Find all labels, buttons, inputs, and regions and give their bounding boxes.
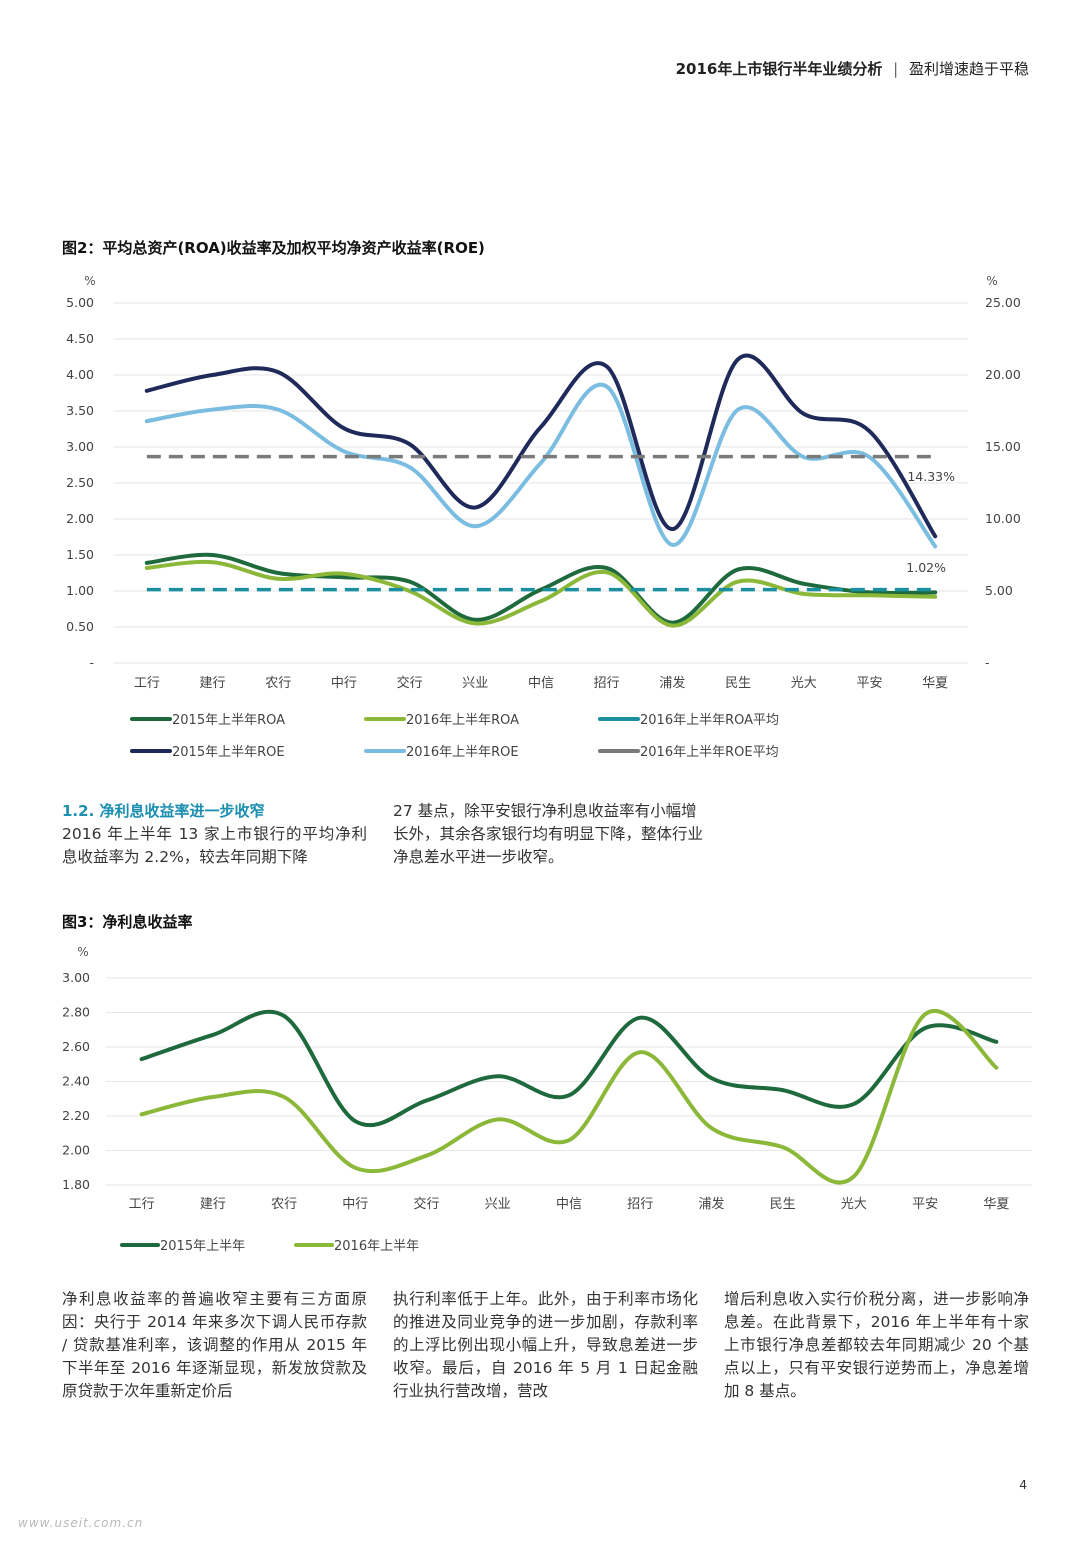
legend-label: 2016年上半年 (334, 1239, 419, 1254)
x-tick-label: 招行 (627, 1197, 653, 1212)
x-tick-label: 华夏 (983, 1197, 1009, 1212)
figure3-title: 图3：净利息收益率 (62, 913, 193, 931)
section-1-2-col2: 27 基点，除平安银行净利息收益率有小幅增长外，其余各家银行均有明显下降，整体行… (393, 800, 703, 869)
x-tick-label: 浦发 (659, 675, 685, 691)
x-tick-label: 民生 (725, 676, 751, 691)
legend-label: 2016年上半年ROE (406, 745, 519, 760)
x-tick-label: 兴业 (485, 1197, 511, 1212)
legend-label: 2015年上半年ROE (172, 745, 285, 760)
left-axis-unit: % (84, 274, 95, 288)
y-right-tick-label: 10.00 (985, 511, 1021, 526)
series-line-2016年上半年 (139, 1009, 999, 1185)
y-right-tick-label: 20.00 (985, 367, 1021, 382)
x-tick-label: 交行 (397, 675, 423, 691)
watermark: www.useit.com.cn (18, 1516, 144, 1530)
series-line-2016年上半年ROE (144, 382, 938, 549)
roa-average-label: 1.02% (906, 560, 946, 575)
y-left-tick-label: 2.00 (66, 511, 94, 526)
series-line-2015年上半年ROA (144, 552, 938, 625)
y-axis-unit: % (77, 945, 88, 959)
y-left-tick-label: 0.50 (66, 619, 94, 634)
x-tick-label: 招行 (594, 676, 620, 691)
legend-label: 2016年上半年ROA (406, 713, 519, 728)
x-tick-label: 建行 (200, 676, 226, 691)
x-tick-label: 浦发 (698, 1196, 724, 1212)
x-tick-label: 华夏 (922, 676, 948, 691)
x-tick-label: 工行 (129, 1197, 155, 1212)
x-tick-label: 工行 (134, 676, 160, 691)
section-body-col1: 2016 年上半年 13 家上市银行的平均净利息收益率为 2.2%，较去年同期下… (62, 825, 367, 866)
y-tick-label: 2.00 (62, 1143, 90, 1158)
report-title: 2016年上市银行半年业绩分析 (675, 60, 883, 78)
x-tick-label: 平安 (912, 1197, 938, 1212)
y-left-tick-label: - (89, 655, 94, 670)
page-header: 2016年上市银行半年业绩分析 | 盈利增速趋于平稳 (676, 58, 1029, 79)
x-tick-label: 光大 (841, 1197, 867, 1212)
x-tick-label: 农行 (265, 676, 291, 691)
right-axis-unit: % (986, 274, 997, 288)
report-subtitle: 盈利增速趋于平稳 (908, 60, 1029, 78)
figure2-title: 图2：平均总资产(ROA)收益率及加权平均净资产收益率(ROE) (62, 239, 485, 257)
body-col-3: 增后利息收入实行价税分离，进一步影响净息差。在此背景下，2016 年上半年有十家… (724, 1290, 1029, 1400)
y-right-tick-label: 5.00 (985, 583, 1013, 598)
y-right-tick-label: 25.00 (985, 295, 1021, 310)
x-tick-label: 交行 (414, 1196, 440, 1212)
x-tick-label: 中信 (556, 1197, 582, 1212)
legend-label: 2015年上半年ROA (172, 713, 285, 728)
y-left-tick-label: 2.50 (66, 475, 94, 490)
y-right-tick-label: 15.00 (985, 439, 1021, 454)
y-tick-label: 2.20 (62, 1108, 90, 1123)
legend-label: 2016年上半年ROA平均 (640, 713, 779, 728)
roe-average-label: 14.33% (907, 469, 955, 484)
y-left-tick-label: 5.00 (66, 295, 94, 310)
y-tick-label: 2.60 (62, 1039, 90, 1054)
body-col-1: 净利息收益率的普遍收窄主要有三方面原因：央行于 2014 年来多次下调人民币存款… (62, 1290, 367, 1400)
y-tick-label: 1.80 (62, 1177, 90, 1192)
y-tick-label: 3.00 (62, 970, 90, 985)
y-left-tick-label: 4.50 (66, 331, 94, 346)
series-line-2016年上半年ROA (144, 559, 938, 628)
x-tick-label: 中行 (331, 676, 357, 691)
x-tick-label: 民生 (770, 1197, 796, 1212)
y-left-tick-label: 1.50 (66, 547, 94, 562)
y-tick-label: 2.40 (62, 1074, 90, 1089)
figure2-chart: % % - 0.50 1.00 1.50 2.00 2.50 3.00 3.50 4.00 4.50 5… (66, 274, 1021, 760)
y-left-tick-label: 4.00 (66, 367, 94, 382)
figure3-chart: % 1.80 2.00 2.20 2.40 2.60 2.80 3.00 工行 建行 农行 中行 交行 兴… (62, 945, 1032, 1254)
x-tick-label: 中行 (342, 1197, 368, 1212)
series-line-2015年上半年 (139, 1009, 999, 1128)
legend-label: 2015年上半年 (160, 1239, 245, 1254)
x-tick-label: 建行 (200, 1197, 226, 1212)
y-left-tick-label: 1.00 (66, 583, 94, 598)
x-tick-label: 农行 (271, 1197, 297, 1212)
body-col-2: 执行利率低于上年。此外，由于利率市场化的推进及同业竞争的进一步加剧，存款利率的上… (393, 1290, 698, 1400)
section-body-col2: 27 基点，除平安银行净利息收益率有小幅增长外，其余各家银行均有明显下降，整体行… (393, 802, 704, 866)
legend-label: 2016年上半年ROE平均 (640, 745, 779, 760)
y-right-tick-label: - (985, 655, 990, 670)
series-line-2015年上半年ROE (144, 353, 938, 539)
section-1-2-col1: 1.2. 净利息收益率进一步收窄 2016 年上半年 13 家上市银行的平均净利… (62, 800, 367, 869)
page-number: 4 (1019, 1478, 1027, 1492)
x-tick-label: 兴业 (462, 676, 488, 691)
x-tick-label: 中信 (528, 676, 554, 691)
x-tick-label: 平安 (856, 676, 882, 691)
y-tick-label: 2.80 (62, 1005, 90, 1020)
x-tick-label: 光大 (791, 676, 817, 691)
header-separator: | (893, 60, 899, 78)
y-left-tick-label: 3.00 (66, 439, 94, 454)
y-left-tick-label: 3.50 (66, 403, 94, 418)
section-title: 1.2. 净利息收益率进一步收窄 (62, 802, 265, 820)
